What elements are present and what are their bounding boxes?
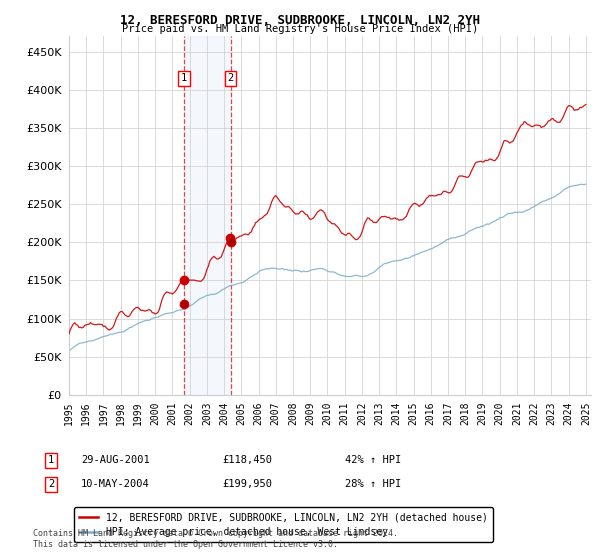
Legend: 12, BERESFORD DRIVE, SUDBROOKE, LINCOLN, LN2 2YH (detached house), HPI: Average : 12, BERESFORD DRIVE, SUDBROOKE, LINCOLN,… <box>74 507 493 542</box>
Bar <box>184 36 230 395</box>
Text: 1: 1 <box>48 455 54 465</box>
Text: Contains HM Land Registry data © Crown copyright and database right 2024.
This d: Contains HM Land Registry data © Crown c… <box>33 529 398 549</box>
Text: 12, BERESFORD DRIVE, SUDBROOKE, LINCOLN, LN2 2YH: 12, BERESFORD DRIVE, SUDBROOKE, LINCOLN,… <box>120 14 480 27</box>
Text: 10-MAY-2004: 10-MAY-2004 <box>81 479 150 489</box>
Text: 28% ↑ HPI: 28% ↑ HPI <box>345 479 401 489</box>
Text: 2: 2 <box>227 73 233 83</box>
Text: £118,450: £118,450 <box>222 455 272 465</box>
Text: 1: 1 <box>181 73 187 83</box>
Text: 42% ↑ HPI: 42% ↑ HPI <box>345 455 401 465</box>
Text: Price paid vs. HM Land Registry's House Price Index (HPI): Price paid vs. HM Land Registry's House … <box>122 24 478 34</box>
Text: 29-AUG-2001: 29-AUG-2001 <box>81 455 150 465</box>
Text: 2: 2 <box>48 479 54 489</box>
Text: £199,950: £199,950 <box>222 479 272 489</box>
